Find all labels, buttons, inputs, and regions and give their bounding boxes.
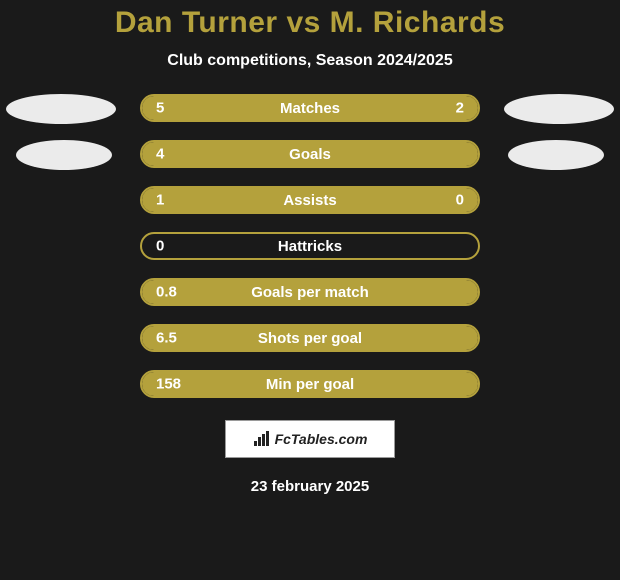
bar-fill-left	[142, 96, 381, 120]
footer-date: 23 february 2025	[251, 478, 369, 495]
stat-value-left: 0.8	[156, 284, 177, 301]
stat-row: 0.8 Goals per match	[0, 278, 620, 306]
stat-row: 158 Min per goal	[0, 370, 620, 398]
stat-label: Min per goal	[266, 376, 354, 393]
stat-row: 1 Assists 0	[0, 186, 620, 214]
bar-fill-left	[142, 188, 377, 212]
stat-bar: 158 Min per goal	[140, 370, 480, 398]
stat-row: 6.5 Shots per goal	[0, 324, 620, 352]
stat-bar: 4 Goals	[140, 140, 480, 168]
page-title: Dan Turner vs M. Richards	[115, 6, 505, 40]
stat-bar: 0.8 Goals per match	[140, 278, 480, 306]
stat-value-left: 158	[156, 376, 181, 393]
brand-text: FcTables.com	[275, 431, 368, 447]
stat-label: Shots per goal	[258, 330, 362, 347]
stat-bar: 5 Matches 2	[140, 94, 480, 122]
stat-value-right: 2	[456, 100, 464, 117]
brand-badge[interactable]: FcTables.com	[225, 420, 395, 458]
stat-row: 4 Goals	[0, 140, 620, 168]
stat-value-left: 0	[156, 238, 164, 255]
stat-label: Matches	[280, 100, 340, 117]
stat-label: Assists	[283, 192, 336, 209]
stat-row: 5 Matches 2	[0, 94, 620, 122]
bar-chart-icon	[253, 431, 271, 447]
stat-row: 0 Hattricks	[0, 232, 620, 260]
stat-value-left: 1	[156, 192, 164, 209]
stat-value-right: 0	[456, 192, 464, 209]
stat-value-left: 5	[156, 100, 164, 117]
stat-value-left: 4	[156, 146, 164, 163]
stat-bar: 6.5 Shots per goal	[140, 324, 480, 352]
stat-bar: 1 Assists 0	[140, 186, 480, 214]
stat-value-left: 6.5	[156, 330, 177, 347]
stat-label: Goals per match	[251, 284, 369, 301]
container: Dan Turner vs M. Richards Club competiti…	[0, 0, 620, 580]
subtitle: Club competitions, Season 2024/2025	[167, 52, 452, 70]
stat-label: Goals	[289, 146, 331, 163]
stat-bar: 0 Hattricks	[140, 232, 480, 260]
stats-table: 5 Matches 2 4 Goals 1 Assists 0	[0, 94, 620, 398]
stat-label: Hattricks	[278, 238, 342, 255]
